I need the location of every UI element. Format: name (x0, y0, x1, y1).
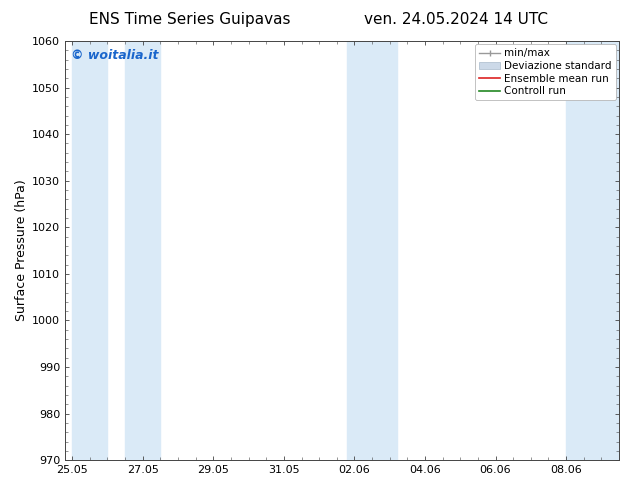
Bar (347, 41, 397, 460)
Bar (566, 41, 619, 460)
Legend: min/max, Deviazione standard, Ensemble mean run, Controll run: min/max, Deviazione standard, Ensemble m… (475, 44, 616, 100)
Y-axis label: Surface Pressure (hPa): Surface Pressure (hPa) (15, 180, 28, 321)
Text: © woitalia.it: © woitalia.it (71, 49, 158, 62)
Text: ven. 24.05.2024 14 UTC: ven. 24.05.2024 14 UTC (365, 12, 548, 27)
Text: ENS Time Series Guipavas: ENS Time Series Guipavas (89, 12, 291, 27)
Bar (72, 41, 108, 460)
Bar (125, 41, 160, 460)
